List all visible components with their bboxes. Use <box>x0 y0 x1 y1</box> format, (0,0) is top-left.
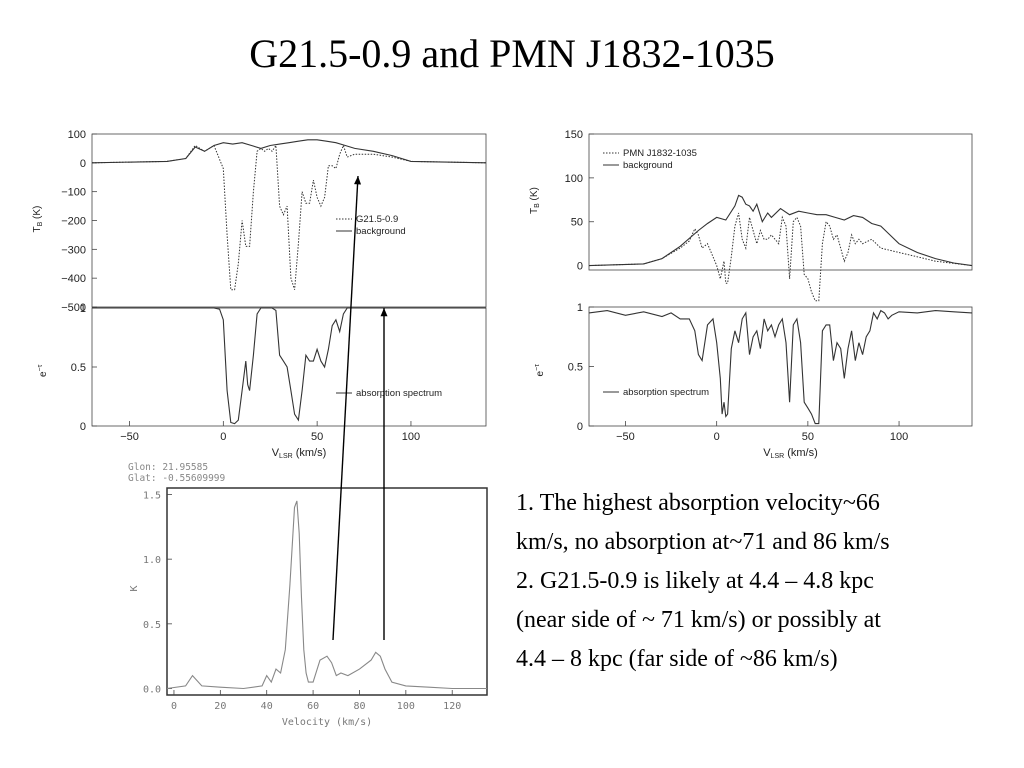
g21-emission-ytick-label: −500 <box>61 302 86 314</box>
pmn-emission-legend-label: PMN J1832-1035 <box>623 148 697 159</box>
g21-emission-legend-label: background <box>356 226 406 237</box>
note-line-4: (near side of ~ 71 km/s) or possibly at <box>516 607 881 633</box>
hi-spectrum-xtick-label: 120 <box>443 701 461 712</box>
pmn-emission-ylabel: TB (K) <box>529 187 541 214</box>
pmn-emission-series-1 <box>588 194 973 267</box>
hi-spectrum-xlabel: Velocity (km/s) <box>282 717 372 728</box>
g21-emission-series-0 <box>91 143 487 291</box>
arrow-86-kms-head <box>380 308 388 317</box>
g21-emission-series-1 <box>91 139 487 164</box>
pmn-emission-ytick-label: 0 <box>577 261 583 273</box>
pmn-absorption-ytick-label: 0.5 <box>568 362 583 374</box>
hi-spectrum-xtick-label: 60 <box>307 701 319 712</box>
g21-absorption-xtick-label: −50 <box>120 431 139 443</box>
hi-spectrum-series-0 <box>166 500 487 690</box>
g21-emission-ytick-label: 100 <box>68 129 86 141</box>
hi-header-line: Glat: -0.55609999 <box>128 473 226 484</box>
pmn-absorption-xtick-label: 0 <box>714 431 720 443</box>
g21-emission-ytick-label: 0 <box>80 158 86 170</box>
g21-absorption-xlabel: VLSR (km/s) <box>272 447 327 460</box>
note-line-2: km/s, no absorption at~71 and 86 km/s <box>516 529 890 555</box>
hi-spectrum-ytick-label: 1.5 <box>143 490 161 501</box>
hi-spectrum-xtick-label: 80 <box>353 701 365 712</box>
pmn-absorption-ylabel: e−τ <box>534 364 546 377</box>
hi-spectrum-xtick-label: 100 <box>397 701 415 712</box>
pmn-absorption-frame <box>588 306 973 427</box>
pmn-emission-ytick-label: 50 <box>571 217 583 229</box>
g21-absorption-series-0 <box>92 307 486 425</box>
g21-absorption-ytick-label: 0.5 <box>71 362 86 374</box>
g21-absorption-legend-label: absorption spectrum <box>356 388 442 399</box>
g21-emission-ytick-label: −300 <box>61 244 86 256</box>
conclusion-notes: 1. The highest absorption velocity~66 km… <box>516 484 1016 679</box>
g21-absorption-xtick-label: 0 <box>220 431 226 443</box>
pmn-absorption-legend-label: absorption spectrum <box>623 387 709 398</box>
hi-spectrum-xtick-label: 20 <box>214 701 226 712</box>
g21-absorption-ytick-label: 0 <box>80 421 86 433</box>
g21-absorption-xtick-label: 50 <box>311 431 323 443</box>
pmn-absorption-xlabel: VLSR (km/s) <box>763 447 818 460</box>
hi-spectrum-ytick-label: 1.0 <box>143 555 161 566</box>
pmn-emission-series-0 <box>588 212 973 302</box>
hi-header-line: Glon: 21.95585 <box>128 462 208 473</box>
hi-spectrum-xtick-label: 0 <box>171 701 177 712</box>
g21-absorption-ylabel: e−τ <box>37 364 49 377</box>
pmn-absorption-xtick-label: −50 <box>616 431 635 443</box>
pmn-absorption-ytick-label: 1 <box>577 302 583 314</box>
arrow-71-kms <box>332 175 359 641</box>
pmn-absorption-xtick-label: 100 <box>890 431 908 443</box>
hi-spectrum-ytick-label: 0.5 <box>143 620 161 631</box>
slide-title: G21.5-0.9 and PMN J1832-1035 <box>249 31 775 76</box>
note-line-3: 2. G21.5-0.9 is likely at 4.4 – 4.8 kpc <box>516 568 874 594</box>
g21-absorption-ytick-label: 1 <box>80 303 86 315</box>
hi-spectrum-ylabel: K <box>129 585 140 591</box>
g21-emission-ytick-label: −100 <box>61 187 86 199</box>
g21-emission-frame <box>91 133 487 308</box>
arrow-71-kms-head <box>354 176 362 185</box>
pmn-emission-frame <box>588 133 973 271</box>
pmn-absorption-series-0 <box>588 309 973 425</box>
note-line-5: 4.4 – 8 kpc (far side of ~86 km/s) <box>516 646 838 672</box>
g21-absorption-frame <box>91 307 487 427</box>
hi-spectrum-frame <box>166 487 488 696</box>
g21-emission-ytick-label: −400 <box>61 273 86 285</box>
pmn-emission-ytick-label: 100 <box>565 173 583 185</box>
note-line-1: 1. The highest absorption velocity~66 <box>516 490 880 516</box>
g21-emission-legend-label: G21.5-0.9 <box>356 214 398 225</box>
hi-spectrum-ytick-label: 0.0 <box>143 685 161 696</box>
g21-absorption-xtick-label: 100 <box>402 431 420 443</box>
pmn-emission-legend-label: background <box>623 160 673 171</box>
hi-spectrum-xtick-label: 40 <box>261 701 273 712</box>
pmn-absorption-ytick-label: 0 <box>577 421 583 433</box>
g21-emission-ytick-label: −200 <box>61 216 86 228</box>
pmn-emission-ytick-label: 150 <box>565 129 583 141</box>
pmn-absorption-xtick-label: 50 <box>802 431 814 443</box>
g21-emission-ylabel: TB (K) <box>32 206 44 233</box>
